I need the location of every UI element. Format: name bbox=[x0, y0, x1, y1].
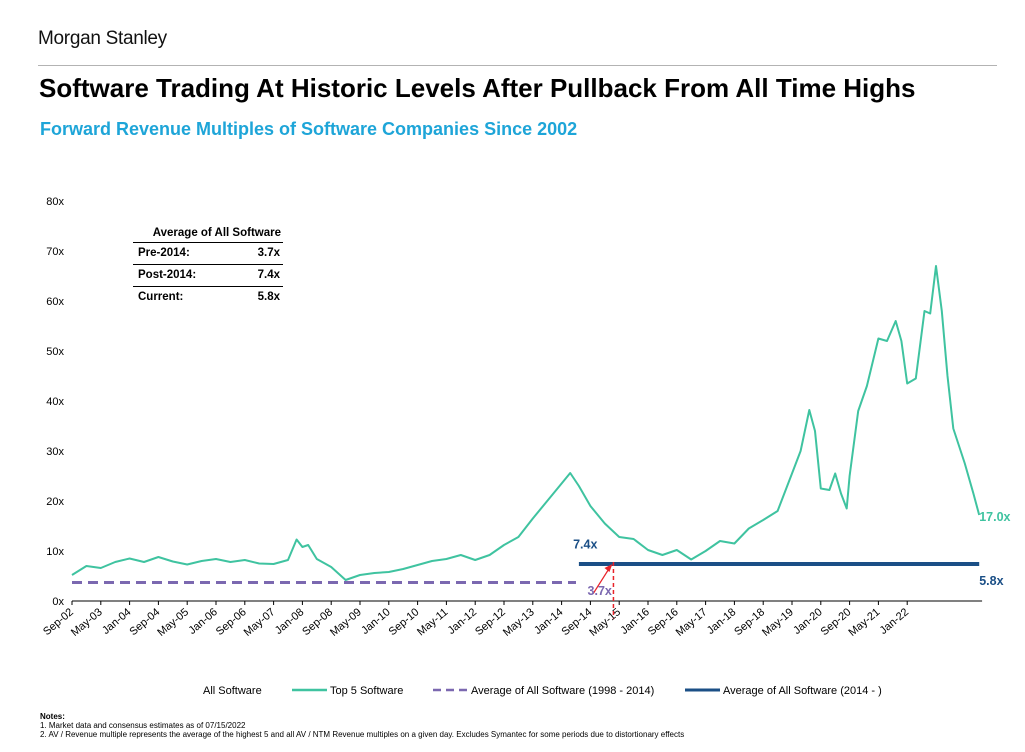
legend-label: Average of All Software (1998 - 2014) bbox=[471, 685, 654, 697]
average-table-row: Post-2014: 7.4x bbox=[133, 265, 283, 287]
x-tick-label: May-07 bbox=[242, 606, 278, 639]
x-tick-label: Jan-12 bbox=[446, 606, 479, 637]
average-row-label: Current: bbox=[138, 291, 184, 303]
annotation-label: 17.0x bbox=[979, 510, 1010, 524]
annotation-label: 3.7x bbox=[588, 584, 612, 598]
note-item: 1. Market data and consensus estimates a… bbox=[40, 721, 246, 730]
average-row-label: Post-2014: bbox=[138, 269, 197, 281]
average-table-row: Pre-2014: 3.7x bbox=[133, 243, 283, 265]
brand-logo: Morgan Stanley bbox=[38, 28, 167, 49]
x-tick-label: May-13 bbox=[501, 606, 537, 639]
x-tick-label: May-17 bbox=[674, 606, 710, 639]
average-row-value: 7.4x bbox=[257, 269, 280, 281]
annotation-label: 7.4x bbox=[573, 538, 597, 552]
header-divider bbox=[38, 65, 997, 66]
y-tick-label: 10x bbox=[46, 546, 64, 558]
x-tick-label: May-11 bbox=[415, 606, 450, 638]
x-tick-label: May-03 bbox=[69, 606, 105, 639]
notes-heading: Notes: bbox=[40, 712, 65, 721]
y-tick-label: 0x bbox=[52, 596, 64, 608]
average-table: Average of All Software Pre-2014: 3.7x P… bbox=[133, 225, 283, 308]
x-tick-label: Jan-22 bbox=[878, 606, 911, 637]
x-tick-label: Sep-10 bbox=[387, 606, 422, 638]
y-tick-label: 70x bbox=[46, 246, 64, 258]
x-tick-label: May-09 bbox=[328, 606, 364, 639]
x-tick-label: Jan-16 bbox=[618, 606, 651, 637]
x-tick-label: Jan-20 bbox=[791, 606, 824, 637]
average-row-value: 3.7x bbox=[257, 247, 280, 259]
y-tick-label: 80x bbox=[46, 196, 64, 208]
x-tick-label: May-05 bbox=[155, 606, 191, 639]
x-tick-label: Jan-18 bbox=[705, 606, 738, 637]
y-tick-label: 20x bbox=[46, 496, 64, 508]
annotation-arrow bbox=[592, 567, 610, 594]
x-tick-label: May-19 bbox=[760, 606, 796, 639]
arrow-head bbox=[604, 564, 613, 572]
legend-label: Top 5 Software bbox=[330, 685, 403, 697]
x-tick-label: Jan-06 bbox=[186, 606, 219, 637]
footnotes: Notes: 1. Market data and consensus esti… bbox=[40, 712, 684, 739]
x-tick-label: Jan-14 bbox=[532, 606, 565, 637]
note-item: 2. AV / Revenue multiple represents the … bbox=[40, 730, 685, 739]
x-tick-label: May-21 bbox=[847, 606, 883, 639]
legend-label: Average of All Software (2014 - ) bbox=[723, 685, 882, 697]
y-tick-label: 50x bbox=[46, 346, 64, 358]
x-tick-label: Jan-08 bbox=[273, 606, 306, 637]
average-table-header: Average of All Software bbox=[133, 225, 283, 243]
chart-subtitle: Forward Revenue Multiples of Software Co… bbox=[40, 119, 578, 139]
x-tick-label: May-15 bbox=[587, 606, 623, 639]
y-tick-label: 60x bbox=[46, 296, 64, 308]
legend-label: All Software bbox=[203, 685, 262, 697]
line-chart: 0x10x20x30x40x50x60x70x80xSep-02May-03Ja… bbox=[41, 196, 1010, 697]
y-tick-label: 30x bbox=[46, 446, 64, 458]
average-row-label: Pre-2014: bbox=[138, 247, 190, 259]
average-table-row: Current: 5.8x bbox=[133, 287, 283, 308]
series-top5-line bbox=[71, 265, 981, 581]
y-tick-label: 40x bbox=[46, 396, 64, 408]
average-row-value: 5.8x bbox=[257, 291, 280, 303]
page-title: Software Trading At Historic Levels Afte… bbox=[39, 73, 916, 103]
x-tick-label: Jan-10 bbox=[359, 606, 392, 637]
annotation-label: 5.8x bbox=[979, 574, 1003, 588]
x-tick-label: Jan-04 bbox=[100, 606, 133, 637]
